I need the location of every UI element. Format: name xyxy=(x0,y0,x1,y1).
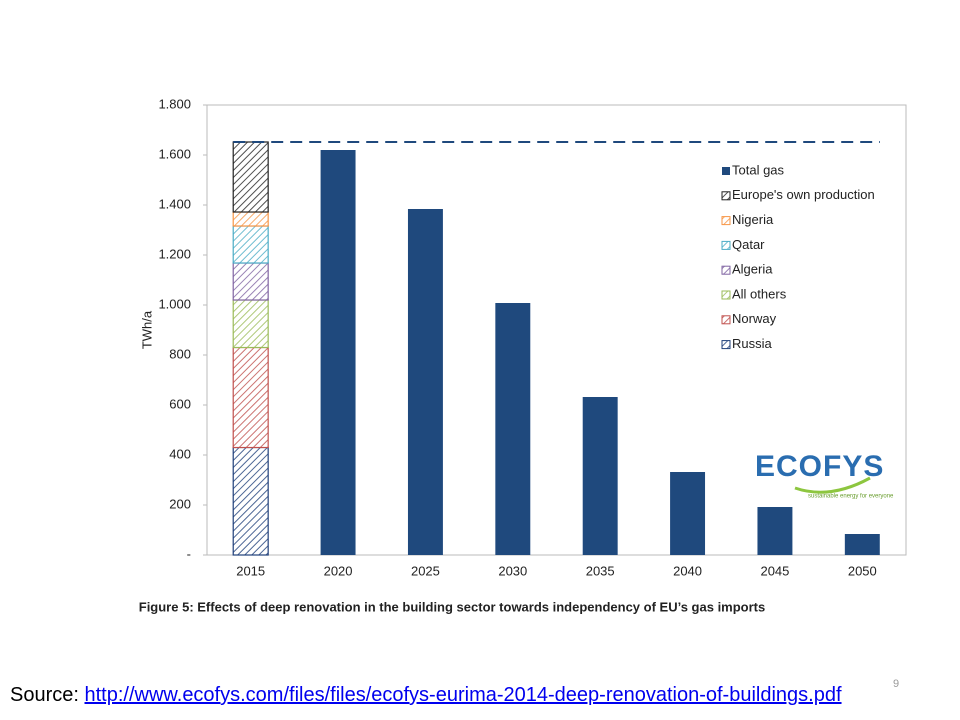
logo-swoosh xyxy=(794,476,871,494)
page-number: 9 xyxy=(893,678,900,690)
footer: Source: http://www.ecofys.com/files/file… xyxy=(10,684,842,707)
logo-tagline: sustainable energy for everyone xyxy=(808,494,894,500)
legend-label: Total gas xyxy=(732,162,785,177)
x-tick-label: 2015 xyxy=(236,563,265,578)
legend-label: Europe's own production xyxy=(732,187,875,202)
caption: Figure 5: Effects of deep renovation in … xyxy=(139,599,766,614)
bar-segment xyxy=(320,150,356,555)
x-tick-label: 2040 xyxy=(673,563,702,578)
y-tick-label: 1.000 xyxy=(158,296,191,311)
legend-swatch xyxy=(721,265,731,275)
y-tick-label: 1.200 xyxy=(158,246,191,261)
x-tick-label: 2020 xyxy=(324,563,353,578)
source-label: Source: xyxy=(10,684,79,706)
bar-segment xyxy=(844,534,880,555)
x-tick-label: 2035 xyxy=(586,563,615,578)
source-link[interactable]: http://www.ecofys.com/files/files/ecofys… xyxy=(84,684,842,706)
bar-segment xyxy=(670,472,706,555)
bar-segment xyxy=(495,303,531,555)
plot-area xyxy=(206,104,907,556)
bar-segment xyxy=(232,346,269,449)
x-tick-label: 2025 xyxy=(411,563,440,578)
x-tick-label: 2050 xyxy=(848,563,877,578)
legend-label: All others xyxy=(732,286,787,301)
x-tick-label: 2030 xyxy=(498,563,527,578)
legend-label: Russia xyxy=(732,336,773,351)
bar-segment xyxy=(232,299,269,349)
legend-swatch xyxy=(721,216,731,226)
legend-label: Nigeria xyxy=(732,212,774,227)
y-tick-label: 1.600 xyxy=(158,146,191,161)
legend-swatch xyxy=(721,240,731,250)
bar-segment xyxy=(232,262,269,301)
x-tick-label: 2045 xyxy=(760,563,789,578)
y-tick-label: 1.800 xyxy=(158,96,191,111)
legend-label: Qatar xyxy=(732,237,765,252)
bar-segment xyxy=(757,507,793,555)
chart: TWh/a Figure 5: Effects of deep renovati… xyxy=(138,96,907,615)
y-tick-label: 200 xyxy=(169,496,191,511)
y-tick-label: 800 xyxy=(169,346,191,361)
legend-swatch xyxy=(721,191,731,201)
logo-name: ECOFYS xyxy=(755,450,884,483)
bar-segment xyxy=(232,211,269,227)
bar-segment xyxy=(407,209,443,555)
y-axis-label: TWh/a xyxy=(139,310,154,349)
y-tick-label: - xyxy=(187,546,191,561)
legend-swatch xyxy=(722,167,730,175)
legend-swatch xyxy=(721,340,731,350)
legend-label: Algeria xyxy=(732,262,773,277)
y-tick-label: 1.400 xyxy=(158,196,191,211)
bar-segment xyxy=(232,141,269,213)
y-tick-label: 400 xyxy=(169,446,191,461)
y-tick-label: 600 xyxy=(169,396,191,411)
bar-segment xyxy=(582,397,618,555)
legend-label: Norway xyxy=(732,311,777,326)
legend-swatch xyxy=(721,315,731,325)
legend-swatch xyxy=(721,290,731,300)
bar-segment xyxy=(232,225,269,264)
bar-segment xyxy=(232,446,269,556)
